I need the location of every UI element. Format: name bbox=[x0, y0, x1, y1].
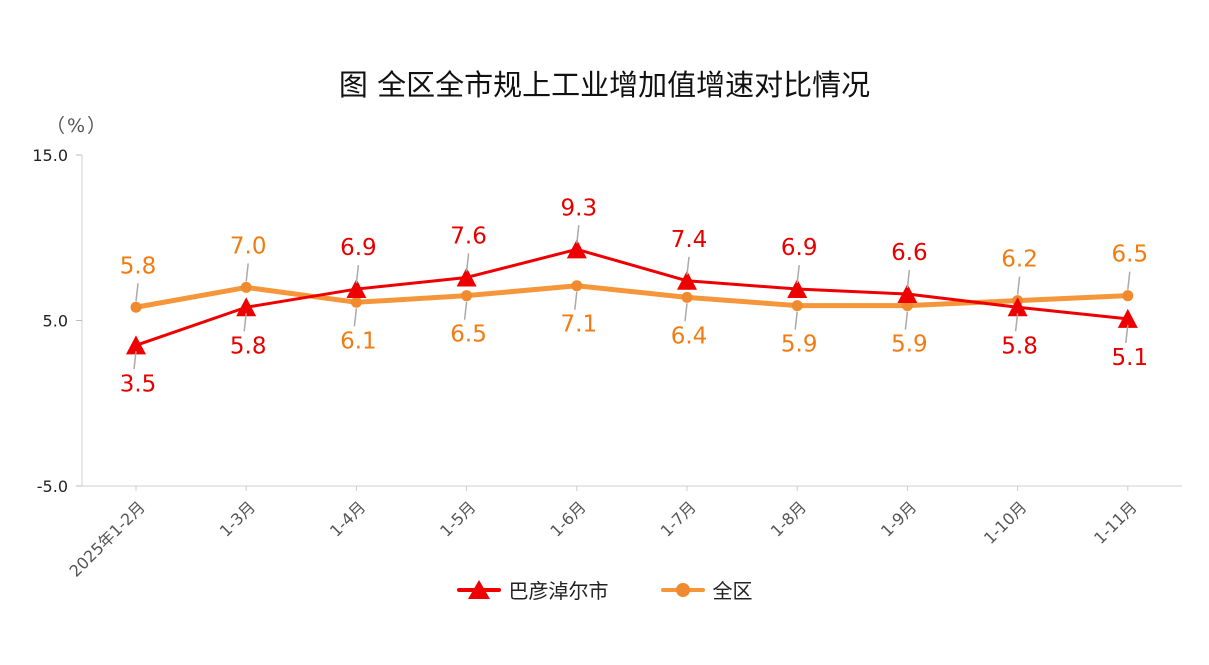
data-point-series-2 bbox=[461, 290, 473, 302]
y-axis-unit-label: （%） bbox=[46, 115, 109, 137]
data-label-series-1: 5.8 bbox=[230, 333, 267, 359]
data-label-series-1: 9.3 bbox=[561, 195, 598, 221]
data-point-series-1 bbox=[677, 270, 697, 290]
circle-marker-icon bbox=[660, 579, 705, 601]
x-tick-label: 1-9月 bbox=[877, 497, 920, 540]
leader-line bbox=[794, 311, 798, 330]
y-tick-label: -5.0 bbox=[37, 477, 68, 496]
data-point-series-1 bbox=[566, 239, 587, 259]
leader-line bbox=[465, 253, 470, 272]
data-point-series-2 bbox=[571, 280, 583, 292]
data-label-series-1: 5.8 bbox=[1001, 333, 1038, 359]
data-point-series-1 bbox=[346, 279, 367, 299]
leader-line bbox=[904, 311, 909, 330]
data-point-series-2 bbox=[791, 300, 803, 312]
x-tick-label: 1-8月 bbox=[767, 497, 810, 540]
leader-line bbox=[684, 303, 688, 322]
data-label-series-1: 7.6 bbox=[450, 223, 487, 249]
leader-line bbox=[1125, 324, 1129, 343]
data-label-series-1: 3.5 bbox=[120, 371, 157, 397]
data-label-series-1: 6.9 bbox=[781, 235, 818, 261]
legend-label-series-2: 全区 bbox=[712, 579, 753, 603]
series-line-2 bbox=[133, 283, 1131, 310]
leader-line bbox=[1014, 313, 1019, 332]
data-point-series-1 bbox=[126, 335, 146, 355]
leader-line bbox=[686, 256, 690, 275]
x-tick-label: 1-5月 bbox=[436, 497, 479, 540]
x-tick-label: 1-6月 bbox=[546, 497, 589, 540]
data-label-series-2: 6.2 bbox=[1001, 247, 1038, 273]
leader-line bbox=[574, 291, 578, 310]
leader-line bbox=[243, 313, 247, 332]
leader-line bbox=[796, 264, 800, 284]
x-tick-label: 1-4月 bbox=[326, 497, 369, 540]
data-label-series-2: 6.5 bbox=[450, 322, 487, 348]
x-tick-label: 1-10月 bbox=[980, 497, 1030, 547]
legend-item-series-2: 全区 bbox=[660, 575, 753, 604]
leader-line bbox=[355, 264, 360, 284]
data-label-series-2: 7.0 bbox=[230, 233, 267, 259]
leader-line bbox=[576, 225, 580, 244]
data-label-series-2: 6.4 bbox=[671, 323, 708, 349]
leader-line bbox=[1016, 276, 1021, 295]
data-point-series-2 bbox=[350, 296, 362, 308]
leader-line bbox=[133, 351, 137, 370]
legend: 巴彦淖尔市 全区 bbox=[0, 575, 1209, 604]
data-point-series-1 bbox=[456, 267, 477, 287]
legend-label-series-1: 巴彦淖尔市 bbox=[508, 579, 609, 603]
series-line-1 bbox=[134, 247, 1130, 347]
leader-line bbox=[463, 301, 468, 320]
data-point-series-2 bbox=[1122, 290, 1134, 302]
leader-line bbox=[1127, 271, 1131, 290]
leader-line bbox=[245, 263, 249, 282]
x-tick-label: 1-11月 bbox=[1090, 497, 1140, 547]
data-label-series-1: 6.6 bbox=[891, 240, 928, 266]
data-label-series-2: 6.1 bbox=[340, 328, 377, 354]
data-point-series-2 bbox=[130, 301, 142, 313]
data-point-series-1 bbox=[236, 297, 257, 317]
chart-title: 图 全区全市规上工业增加值增速对比情况 bbox=[338, 68, 871, 102]
data-label-series-2: 5.9 bbox=[781, 332, 818, 358]
data-label-series-1: 7.4 bbox=[671, 227, 708, 253]
data-point-series-2 bbox=[681, 291, 693, 303]
leader-line bbox=[135, 283, 139, 302]
data-label-series-1: 6.9 bbox=[340, 235, 377, 261]
data-point-series-1 bbox=[897, 284, 918, 304]
data-label-series-1: 5.1 bbox=[1112, 345, 1149, 371]
data-label-series-2: 5.8 bbox=[120, 253, 157, 279]
y-tick-label: 15.0 bbox=[32, 146, 68, 165]
x-tick-label: 2025年1-2月 bbox=[65, 497, 148, 580]
triangle-marker-icon bbox=[456, 579, 501, 601]
leader-line bbox=[353, 308, 358, 327]
data-label-series-2: 7.1 bbox=[561, 312, 598, 338]
data-point-series-2 bbox=[240, 281, 252, 293]
data-point-series-1 bbox=[787, 279, 808, 299]
legend-item-series-1: 巴彦淖尔市 bbox=[456, 575, 609, 604]
x-tick-label: 1-3月 bbox=[216, 497, 259, 540]
data-label-series-2: 6.5 bbox=[1112, 242, 1149, 268]
data-point-series-1 bbox=[1117, 308, 1138, 328]
leader-line bbox=[906, 269, 911, 289]
x-tick-label: 1-7月 bbox=[657, 497, 700, 540]
data-point-series-1 bbox=[1007, 297, 1028, 317]
data-label-series-2: 5.9 bbox=[891, 332, 928, 358]
y-tick-label: 5.0 bbox=[43, 312, 68, 331]
